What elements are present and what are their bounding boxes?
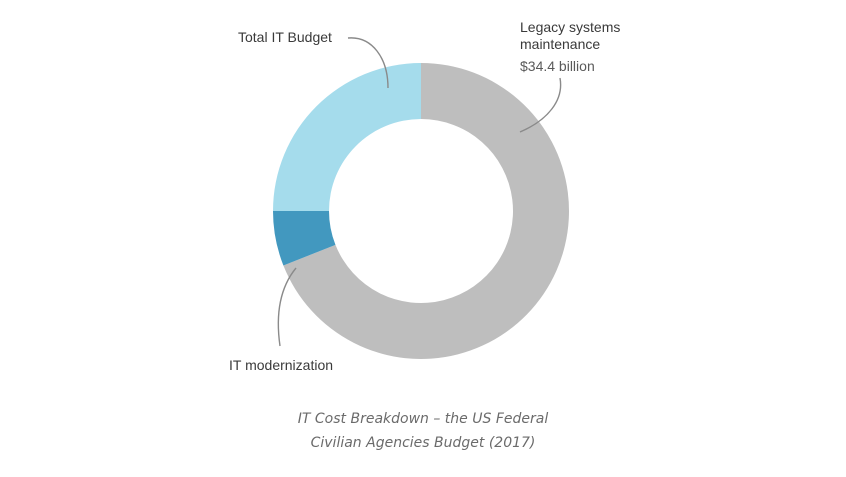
label-legacy-line1: Legacy systems bbox=[520, 19, 620, 35]
leader-line-total bbox=[347, 37, 389, 89]
label-it-modernization: IT modernization bbox=[229, 357, 333, 373]
slice-total-it-budget bbox=[273, 63, 421, 211]
chart-caption-line1: IT Cost Breakdown – the US Federal bbox=[297, 411, 549, 427]
label-legacy-value: $34.4 billion bbox=[520, 58, 595, 74]
label-total-it-budget: Total IT Budget bbox=[238, 29, 332, 45]
slice-legacy-systems bbox=[283, 63, 569, 359]
chart-caption-line2: Civilian Agencies Budget (2017) bbox=[310, 435, 536, 451]
label-legacy-line2: maintenance bbox=[520, 36, 600, 52]
leader-line-modernization bbox=[277, 267, 297, 347]
slice-it-modernization bbox=[273, 211, 336, 266]
donut-slices bbox=[273, 63, 569, 359]
leader-line-legacy bbox=[519, 77, 562, 133]
